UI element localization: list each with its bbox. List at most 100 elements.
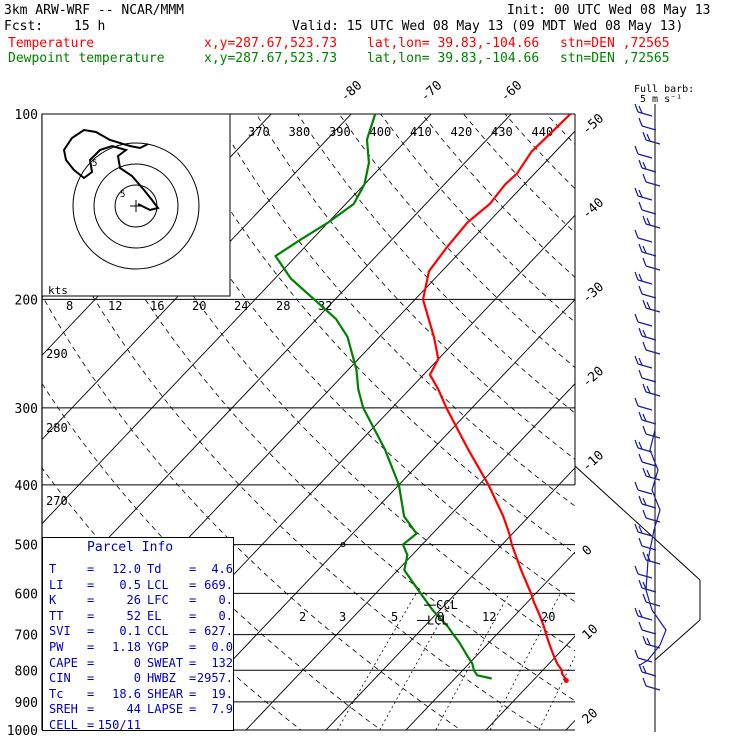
lcl-label: LCL: [427, 613, 449, 627]
parcel-param-value: 26: [126, 593, 141, 608]
parcel-param-name: T: [49, 562, 57, 576]
parcel-param-value: 12.0: [112, 562, 141, 576]
parcel-param-value: 627.: [204, 624, 233, 639]
dry-adiabat-line: [255, 114, 575, 460]
header-valid: Valid: 15 UTC Wed 08 May 13 (09 MDT Wed …: [292, 19, 684, 34]
dry-adiabat-line: [42, 199, 542, 730]
wind-barb-flag: [634, 145, 639, 155]
wind-barb-flag: [634, 271, 639, 281]
parcel-param-value: 0.5: [119, 577, 141, 592]
header-init: Init: 00 UTC Wed 08 May 13: [507, 3, 711, 18]
parcel-param-name: CCL: [147, 624, 169, 639]
parcel-param-name: SWEAT: [147, 655, 184, 670]
wind-barb-flag: [642, 161, 647, 170]
parcel-param-name: LI: [49, 577, 64, 592]
legend-temperature: Temperature: [8, 36, 95, 51]
hodograph-trace: [62, 128, 160, 212]
mixing-ratio-label: 20: [541, 610, 555, 624]
parcel-equals: =: [189, 624, 197, 639]
hodograph-speed-label: 28: [276, 299, 290, 313]
wind-barb: [637, 531, 653, 537]
parcel-param-value: 0.: [218, 593, 233, 608]
parcel-equals: =: [189, 655, 197, 670]
parcel-param-name: SREH: [49, 702, 78, 717]
parcel-equals: =: [87, 562, 95, 576]
wind-barb-flag: [642, 509, 647, 519]
wind-barb-flag: [638, 663, 643, 673]
parcel-equals: =: [87, 608, 95, 623]
wind-barb-flag: [634, 187, 639, 197]
right-diagonal: [574, 465, 701, 581]
wind-barb: [641, 671, 657, 677]
parcel-equals: =: [189, 562, 197, 576]
hodograph-speed-label: 8: [66, 299, 73, 313]
parcel-param-name: CELL: [49, 718, 78, 732]
wind-barb: [637, 363, 653, 369]
wind-barb-flag: [646, 217, 651, 226]
parcel-param-value: 0: [133, 671, 141, 686]
wind-legend-line2: 5 m s⁻¹: [640, 94, 683, 105]
wind-barb-flag: [642, 215, 647, 225]
wind-barb-flag: [638, 609, 643, 618]
wind-barb-flag: [638, 357, 643, 366]
parcel-param-name: CAPE: [49, 655, 78, 670]
wind-barb: [641, 209, 657, 215]
parcel-equals: =: [87, 671, 95, 686]
parcel-equals: =: [189, 702, 197, 717]
dry-adiabat-line: [42, 382, 382, 730]
wind-barb: [641, 125, 657, 131]
isotherm-line: [42, 114, 512, 609]
wind-barb: [637, 195, 653, 201]
wind-barb-flag: [638, 105, 643, 114]
wind-barb-flag: [638, 159, 643, 169]
parcel-equals: =: [87, 624, 95, 639]
wind-barb-flag: [634, 103, 639, 113]
isotherm-tick-label: -10: [580, 448, 607, 475]
wind-barb-flag: [634, 649, 639, 659]
parcel-param-value: 669.: [204, 577, 233, 592]
parcel-param-value: 19.: [211, 686, 233, 701]
wind-barb-flag: [634, 439, 639, 449]
isotherm-tick-label: -40: [580, 195, 607, 222]
parcel-param-name: TT: [49, 608, 64, 623]
parcel-equals: =: [87, 702, 95, 717]
parcel-param-value: 2957.: [196, 671, 233, 686]
temp-latlon: lat,lon= 39.83,-104.66: [367, 36, 540, 51]
hodograph-ring: [72, 142, 200, 270]
wind-barb-flag: [642, 467, 647, 477]
dry-adiabat-line: [173, 114, 575, 555]
wind-barb-flag: [646, 469, 651, 478]
parcel-param-name: LFC: [147, 593, 169, 608]
parcel-equals: =: [87, 655, 95, 670]
wind-barb: [645, 139, 661, 145]
isotherm-tick-label: 10: [580, 622, 602, 644]
parcel-equals: =: [87, 686, 95, 701]
legend-dewpoint: Dewpoint temperature: [8, 51, 165, 66]
isotherm-tick-label: -70: [418, 78, 445, 105]
parcel-equals: =: [189, 686, 197, 701]
wind-barb: [641, 503, 657, 509]
wind-barb-flag: [642, 413, 647, 422]
temp-stn: stn=DEN ,72565: [560, 36, 670, 51]
wind-barb-flag: [642, 581, 647, 590]
wind-barb-flag: [638, 189, 643, 198]
wind-barb-flag: [642, 635, 647, 645]
parcel-param-value: 4.6: [211, 562, 233, 576]
wind-barb-flag: [634, 523, 639, 533]
wind-barb-flag: [642, 299, 647, 309]
dry-adiabat-line: [504, 114, 575, 190]
dry-adiabat-label: 270: [46, 494, 68, 508]
wind-barb: [645, 307, 661, 313]
parcel-equals: =: [87, 640, 95, 654]
parcel-equals: =: [189, 577, 197, 592]
wind-barb: [645, 349, 661, 355]
dry-adiabat-line: [90, 114, 575, 652]
wind-barb: [641, 461, 657, 467]
dry-adiabat-line: [588, 114, 740, 740]
hodograph-ring-label: 5: [92, 159, 97, 169]
wind-barb: [637, 489, 653, 495]
wind-barb-flag: [638, 117, 643, 127]
wind-barb-flag: [634, 481, 639, 491]
parcel-param-name: CIN: [49, 671, 71, 686]
header-fcst-value: 15 h: [74, 19, 106, 34]
